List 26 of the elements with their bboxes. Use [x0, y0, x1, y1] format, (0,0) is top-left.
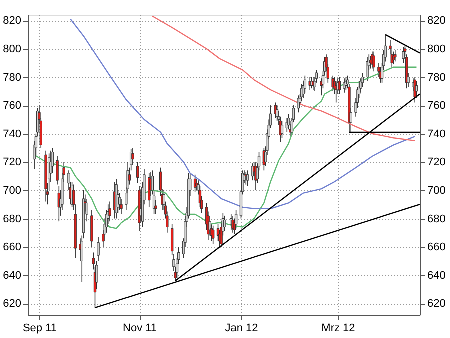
y-tick-label: 620	[3, 298, 22, 310]
y-tick-label: 660	[3, 242, 22, 254]
y-tick-label: 720	[3, 156, 22, 169]
y2-tick-label: 780	[428, 72, 446, 84]
y2-tick-label: 740	[428, 128, 446, 140]
y2-tick-label: 700	[428, 184, 446, 197]
y2-tick-label: 620	[428, 298, 446, 310]
y2-tick-label: 760	[428, 100, 446, 112]
y2-tick-label: 680	[428, 213, 446, 226]
x-tick-label: Nov 11	[123, 322, 158, 334]
y2-tick-label: 720	[428, 156, 446, 169]
y-tick-label: 820	[3, 15, 22, 28]
y2-tick-label: 640	[428, 270, 446, 282]
y-tick-label: 760	[3, 100, 22, 112]
y-tick-label: 740	[3, 128, 22, 140]
y2-tick-label: 800	[428, 43, 446, 56]
y-tick-label: 780	[3, 72, 22, 84]
x-tick-label: Mrz 12	[322, 322, 356, 334]
y-tick-label: 700	[3, 184, 22, 197]
x-tick-label: Sep 11	[22, 322, 58, 334]
y-tick-label: 800	[3, 43, 22, 56]
y-tick-label: 640	[3, 270, 22, 282]
x-tick-label: Jan 12	[225, 322, 258, 334]
y2-tick-label: 660	[428, 242, 446, 254]
y2-tick-label: 820	[428, 15, 446, 28]
y-tick-label: 680	[3, 213, 22, 226]
